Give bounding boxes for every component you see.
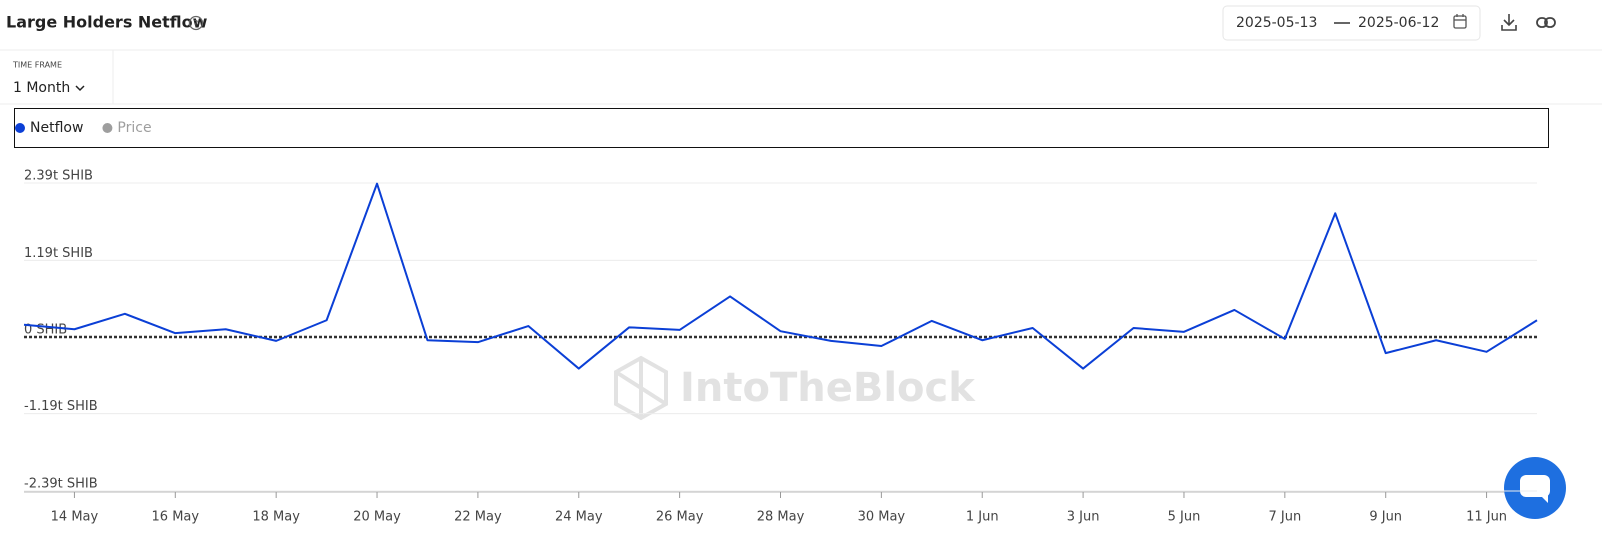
x-tick-label: 16 May	[152, 510, 200, 525]
x-tick-label: 3 Jun	[1067, 510, 1100, 525]
y-tick-label: -2.39t SHIB	[24, 477, 98, 492]
legend-label[interactable]: Price	[117, 120, 151, 136]
x-tick-label: 11 Jun	[1466, 510, 1507, 525]
x-tick-label: 30 May	[858, 510, 906, 525]
watermark-logo	[614, 355, 668, 421]
y-tick-label: 1.19t SHIB	[24, 246, 93, 261]
legend-marker	[102, 123, 113, 133]
y-tick-label: -1.19t SHIB	[24, 399, 98, 414]
svg-text:?: ?	[194, 20, 199, 30]
time-frame-value[interactable]: 1 Month	[13, 80, 70, 96]
x-tick-label: 7 Jun	[1268, 510, 1301, 525]
time-frame-label: TIME FRAME	[12, 61, 62, 70]
x-tick-label: 20 May	[353, 510, 401, 525]
x-tick-label: 24 May	[555, 510, 603, 525]
x-tick-label: 1 Jun	[966, 510, 999, 525]
date-range[interactable]	[1222, 5, 1481, 41]
x-tick-label: 26 May	[656, 510, 704, 525]
y-tick-label: 2.39t SHIB	[24, 169, 93, 184]
download-icon[interactable]	[1501, 14, 1517, 31]
dropdown-arrow[interactable]	[75, 85, 85, 92]
help-icon[interactable]: ?	[188, 15, 204, 31]
chat-button[interactable]	[1504, 457, 1566, 519]
date-to: 2025-06-12	[1358, 15, 1439, 31]
x-tick-label: 14 May	[51, 510, 99, 525]
x-tick-label: 22 May	[454, 510, 502, 525]
legend-label[interactable]: Netflow	[30, 120, 83, 136]
calendar-icon[interactable]	[1453, 14, 1467, 29]
date-from: 2025-05-13	[1236, 15, 1317, 31]
title: Large Holders Netflow	[6, 13, 208, 32]
x-tick-label: 9 Jun	[1369, 510, 1402, 525]
x-tick-label: 18 May	[252, 510, 300, 525]
x-tick-label: 28 May	[757, 510, 805, 525]
link-icon[interactable]	[1536, 17, 1556, 28]
x-tick-label: 5 Jun	[1168, 510, 1201, 525]
legend-box	[14, 108, 1549, 148]
watermark: IntoTheBlock	[680, 365, 976, 411]
line-series	[23, 182, 1538, 370]
legend-marker	[15, 123, 25, 133]
